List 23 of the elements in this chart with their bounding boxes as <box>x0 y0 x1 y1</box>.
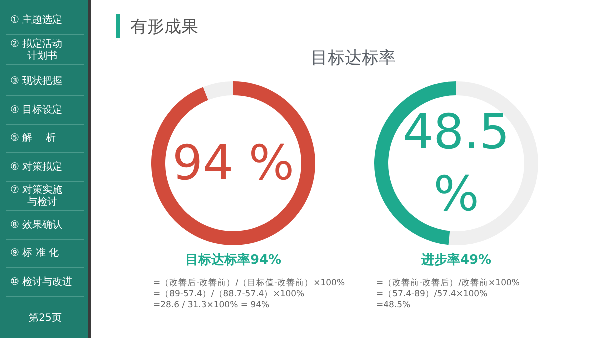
text: ① 主题选定 <box>10 14 63 26</box>
text: 进步率49% <box>420 252 492 268</box>
text: ⑩ 检讨与改进 <box>10 276 73 288</box>
text: =48.5% <box>376 300 411 310</box>
text: ⑤ 解 析 <box>10 132 56 144</box>
text: ④ 目标设定 <box>10 104 63 116</box>
text: =（89-57.4）/（88.7-57.4）×100% <box>154 290 305 300</box>
text: ⑥ 对策拟定 <box>10 161 63 173</box>
text: 48.5 % <box>403 104 510 222</box>
text: =（57.4-89）/57.4×100% <box>376 290 488 300</box>
text: ③ 现状把握 <box>10 75 63 87</box>
text: =（改善前-改善后）/改善前×100% <box>376 278 520 288</box>
text: 目标达标率 <box>311 48 396 68</box>
text: ⑨ 标 准 化 <box>10 247 60 259</box>
text: =28.6 / 31.3×100% = 94% <box>154 300 270 310</box>
text: 有形成果 <box>130 18 198 38</box>
text: 第25页 <box>29 312 62 324</box>
text: ⑦ 对策实施与检讨 <box>10 184 63 208</box>
text: =（改善后-改善前）/（目标值-改善前）×100% <box>154 278 346 288</box>
text: 94 % <box>172 136 294 192</box>
text: ⑧ 效果确认 <box>10 219 63 231</box>
text: ② 拟定活动计划书 <box>10 38 63 62</box>
text: 目标达标率94% <box>185 252 282 268</box>
